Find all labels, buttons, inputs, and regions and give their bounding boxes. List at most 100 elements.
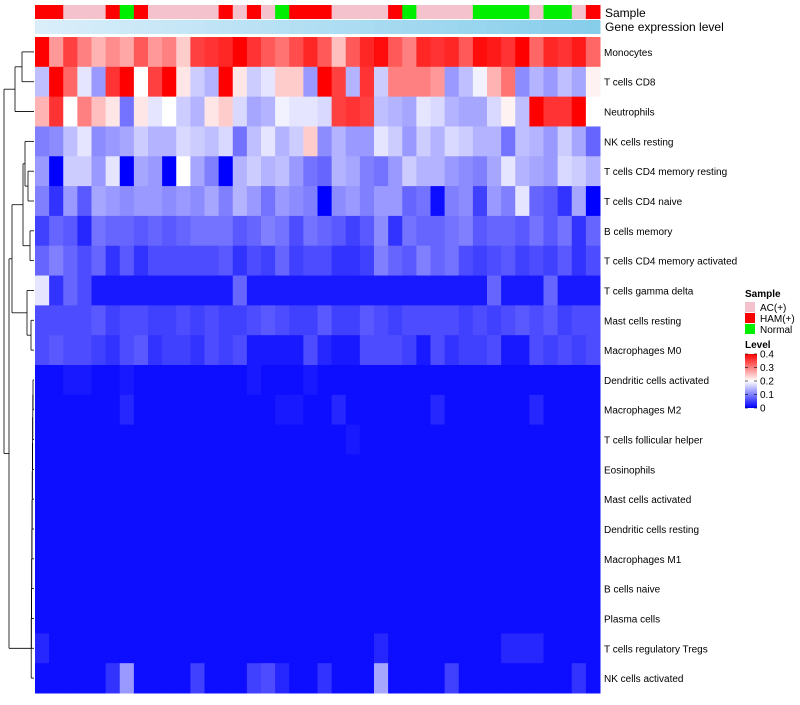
heatmap-cell: [63, 335, 78, 366]
heatmap-cell: [77, 484, 92, 515]
heatmap-cell: [303, 215, 318, 247]
heatmap-cell: [218, 37, 234, 68]
heatmap-cell: [557, 514, 573, 545]
heatmap-cell: [133, 335, 149, 366]
heatmap-cell: [91, 454, 107, 485]
sample-legend-label: AC(+): [760, 303, 786, 314]
expression-annotation-cell: [472, 20, 488, 34]
heatmap-cell: [232, 543, 248, 575]
heatmap-cell: [289, 37, 304, 68]
heatmap-cell: [204, 663, 220, 694]
heatmap-cell: [444, 275, 460, 306]
heatmap-cell: [557, 96, 573, 127]
heatmap-cell: [35, 275, 50, 306]
heatmap-cell: [458, 275, 474, 306]
heatmap-cell: [63, 573, 78, 605]
heatmap-cell: [275, 66, 290, 98]
heatmap-cell: [63, 156, 78, 187]
heatmap-cell: [204, 215, 220, 247]
heatmap-cell: [402, 514, 417, 545]
expression-annotation-cell: [246, 20, 262, 34]
heatmap-cell: [472, 96, 488, 127]
heatmap-cell: [303, 156, 318, 187]
heatmap-cell: [246, 663, 262, 694]
heatmap-cell: [49, 215, 64, 247]
heatmap-cell: [303, 365, 318, 396]
heatmap-cell: [119, 484, 135, 515]
heatmap-cell: [303, 305, 318, 336]
heatmap-cell: [515, 156, 530, 187]
heatmap-cell: [359, 633, 375, 664]
heatmap-cell: [571, 186, 587, 217]
sample-annotation-cell: [63, 5, 78, 19]
heatmap-cell: [585, 365, 601, 396]
heatmap-cell: [529, 245, 544, 277]
expression-annotation-cell: [331, 20, 347, 34]
heatmap-cell: [458, 126, 474, 157]
expression-annotation-cell: [63, 20, 78, 34]
heatmap-cell: [571, 305, 587, 336]
heatmap-cell: [501, 215, 516, 247]
expression-annotation-cell: [529, 20, 544, 34]
heatmap-cell: [458, 484, 474, 515]
heatmap-cell: [105, 454, 121, 485]
heatmap-cell: [133, 275, 149, 306]
heatmap-cell: [501, 633, 516, 664]
level-legend-title: Level: [745, 340, 771, 351]
heatmap-cell: [416, 245, 431, 277]
heatmap-cell: [557, 335, 573, 366]
heatmap-cell: [487, 305, 502, 336]
heatmap-cell: [204, 305, 220, 336]
heatmap-cell: [204, 603, 220, 634]
heatmap-cell: [402, 186, 417, 217]
heatmap-cell: [359, 365, 375, 396]
heatmap-cell: [374, 126, 389, 157]
heatmap-cell: [331, 633, 347, 664]
heatmap-cell: [571, 573, 587, 605]
heatmap-cell: [133, 37, 149, 68]
heatmap-cell: [529, 186, 544, 217]
heatmap-cell: [331, 215, 347, 247]
heatmap-cell: [148, 186, 163, 217]
heatmap-cell: [472, 305, 488, 336]
heatmap-cell: [119, 394, 135, 426]
heatmap-cell: [77, 66, 92, 98]
heatmap-cell: [190, 215, 205, 247]
heatmap-cell: [232, 156, 248, 187]
heatmap-cell: [232, 484, 248, 515]
heatmap-cell: [416, 186, 431, 217]
heatmap-cell: [105, 156, 121, 187]
heatmap-cell: [91, 514, 107, 545]
heatmap-cell: [91, 126, 107, 157]
heatmap-cell: [585, 454, 601, 485]
heatmap-cell: [246, 96, 262, 127]
heatmap-cell: [176, 335, 191, 366]
heatmap-cell: [91, 96, 107, 127]
heatmap-cell: [444, 215, 460, 247]
heatmap-cell: [232, 126, 248, 157]
heatmap-cell: [501, 66, 516, 98]
heatmap-cell: [487, 275, 502, 306]
heatmap-cell: [515, 633, 530, 664]
heatmap-cell: [543, 156, 559, 187]
heatmap-cell: [557, 275, 573, 306]
heatmap-cell: [444, 37, 460, 68]
heatmap-cell: [515, 663, 530, 694]
row-label: T cells gamma delta: [604, 286, 694, 297]
expression-annotation-cell: [345, 20, 361, 34]
heatmap-cell: [133, 484, 149, 515]
heatmap-cell: [331, 96, 347, 127]
expression-annotation-cell: [543, 20, 559, 34]
sample-annotation-cell: [529, 5, 544, 19]
row-label: NK cells resting: [604, 137, 673, 148]
heatmap-cell: [275, 305, 290, 336]
heatmap-cell: [458, 66, 474, 98]
heatmap-cell: [275, 454, 290, 485]
sample-annotation-cell: [557, 5, 573, 19]
heatmap-cell: [190, 365, 205, 396]
heatmap-cell: [472, 365, 488, 396]
heatmap-cell: [585, 573, 601, 605]
heatmap-cell: [63, 543, 78, 575]
heatmap-cell: [557, 424, 573, 455]
heatmap-cell: [529, 365, 544, 396]
